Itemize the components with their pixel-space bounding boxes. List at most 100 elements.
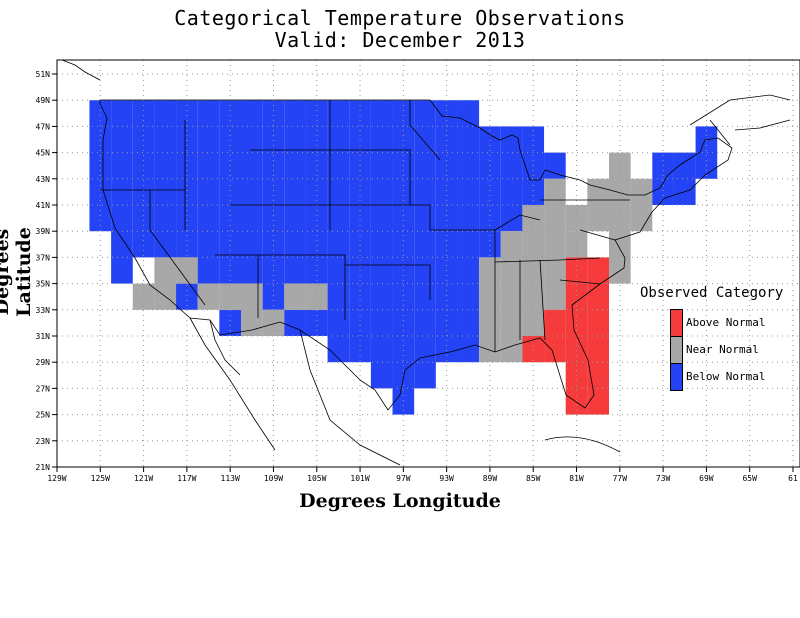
cell-below xyxy=(544,152,566,179)
cell-below xyxy=(652,152,674,205)
coastline xyxy=(709,119,731,146)
cell-near xyxy=(241,283,263,336)
x-tick-label: 61 xyxy=(788,474,798,483)
cell-below xyxy=(197,100,220,284)
y-tick-label: 47N xyxy=(36,122,51,131)
cell-below xyxy=(457,100,480,363)
y-tick-label: 37N xyxy=(36,253,51,262)
cell-below xyxy=(435,100,458,363)
cell-above xyxy=(587,257,609,415)
coastline xyxy=(299,329,401,466)
y-axis-label: Degrees Latitude xyxy=(0,227,35,317)
legend-swatch-near xyxy=(670,336,683,364)
state-line xyxy=(345,264,431,300)
x-tick-label: 129W xyxy=(47,474,66,483)
x-tick-label: 125W xyxy=(91,474,110,483)
cell-near xyxy=(522,205,545,363)
conus-outline xyxy=(99,99,733,411)
state-line xyxy=(330,204,431,230)
x-axis-label: Degrees Longitude xyxy=(299,490,501,512)
coastline xyxy=(209,319,241,376)
plot-frame xyxy=(56,59,800,468)
y-tick-label: 51N xyxy=(36,70,51,79)
legend-title: Observed Category xyxy=(640,285,784,301)
cell-near xyxy=(197,283,220,310)
y-tick-label: 45N xyxy=(36,149,51,158)
cell-below xyxy=(695,126,718,179)
cell-below xyxy=(111,100,133,284)
cell-below xyxy=(284,100,306,284)
legend-swatch-above xyxy=(670,309,683,337)
cell-above xyxy=(522,336,545,363)
y-tick-label: 35N xyxy=(36,280,51,289)
x-tick-label: 117W xyxy=(177,474,196,483)
y-tick-label: 41N xyxy=(36,201,51,210)
state-line xyxy=(149,190,206,306)
x-tick-label: 113W xyxy=(221,474,240,483)
cell-below xyxy=(176,283,198,310)
cell-below xyxy=(349,100,371,363)
state-line xyxy=(559,279,601,285)
legend-swatch-below xyxy=(670,363,683,391)
cell-below xyxy=(392,100,415,415)
cell-near xyxy=(587,178,609,232)
cell-near xyxy=(544,178,566,310)
cell-below xyxy=(370,100,393,389)
cell-near xyxy=(500,231,523,363)
cell-below xyxy=(176,100,198,258)
x-tick-label: 93W xyxy=(439,474,454,483)
x-tick-label: 85W xyxy=(526,474,541,483)
state-line xyxy=(494,257,601,263)
y-tick-label: 29N xyxy=(36,358,51,367)
state-boundaries xyxy=(61,59,791,466)
cell-below xyxy=(305,100,328,284)
y-tick-label: 31N xyxy=(36,332,51,341)
cell-near xyxy=(284,283,306,310)
coastline xyxy=(689,94,791,126)
x-tick-label: 101W xyxy=(350,474,369,483)
category-cells xyxy=(89,100,718,415)
state-line xyxy=(539,259,546,341)
state-line xyxy=(409,100,441,161)
cell-near xyxy=(630,178,653,232)
x-tick-label: 81W xyxy=(569,474,584,483)
x-tick-label: 109W xyxy=(264,474,283,483)
cell-below xyxy=(284,309,306,336)
coastline xyxy=(189,317,276,451)
y-tick-label: 27N xyxy=(36,384,51,393)
cell-near xyxy=(154,257,177,310)
cell-below xyxy=(241,100,263,284)
x-tick-label: 97W xyxy=(396,474,411,483)
cell-above xyxy=(544,309,566,363)
y-tick-label: 21N xyxy=(36,463,51,472)
cell-below xyxy=(305,309,328,336)
state-line xyxy=(579,229,616,241)
x-tick-label: 105W xyxy=(307,474,326,483)
cell-near xyxy=(565,205,588,232)
state-line xyxy=(329,100,411,205)
x-tick-label: 73W xyxy=(656,474,671,483)
map-title-line2: Valid: December 2013 xyxy=(274,28,526,52)
coastline xyxy=(734,119,791,131)
cell-below xyxy=(327,100,350,363)
cell-below xyxy=(479,126,501,258)
legend-label-above: Above Normal xyxy=(686,316,766,329)
cell-below xyxy=(219,100,241,284)
x-tick-label: 77W xyxy=(613,474,628,483)
x-ticks: 129W 125W 121W 117W 113W 109W 105W 101W 97W 93W 89… xyxy=(47,467,798,483)
x-tick-label: 89W xyxy=(483,474,498,483)
cell-near xyxy=(565,231,588,258)
x-tick-label: 65W xyxy=(742,474,757,483)
cell-near xyxy=(219,283,241,310)
cell-near xyxy=(609,152,631,284)
legend-label-below: Below Normal xyxy=(686,370,766,383)
cell-below xyxy=(154,100,177,258)
y-tick-label: 25N xyxy=(36,411,51,420)
y-tick-label: 33N xyxy=(36,306,51,315)
legend-label-near: Near Normal xyxy=(686,343,759,356)
cell-below xyxy=(132,100,155,258)
cell-below xyxy=(219,309,241,336)
y-ticks: 51N 49N 47N 45N 43N 41N 39N 37N 35N 33N 31N 29N 27N 2… xyxy=(36,70,57,472)
y-tick-label: 49N xyxy=(36,96,51,105)
